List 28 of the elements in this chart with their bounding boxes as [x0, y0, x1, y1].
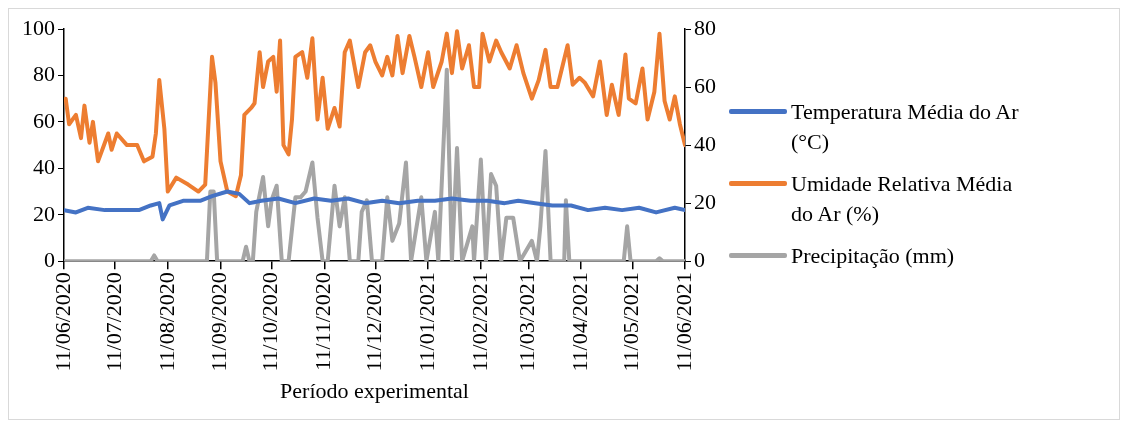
x-tick-label: 11/12/2020	[361, 272, 387, 372]
x-tick-label: 11/08/2020	[153, 272, 179, 372]
x-tick-label: 11/07/2020	[100, 272, 126, 372]
x-tick-label: 11/05/2021	[618, 272, 644, 372]
y2-tick-label: 60	[694, 72, 716, 98]
y2-tick-label: 0	[694, 246, 705, 272]
y-tick-label: 0	[44, 246, 55, 272]
x-tick-label: 11/03/2021	[514, 272, 540, 372]
legend-label: Temperatura Média do Ar (°C)	[791, 98, 1020, 156]
x-tick-label: 11/04/2021	[567, 272, 592, 372]
y2-tick-label: 20	[694, 188, 716, 214]
x-tick-label: 11/06/2020	[49, 272, 75, 372]
x-tick-label: 11/06/2021	[670, 272, 696, 372]
legend-label: Umidade Relativa Média do Ar (%)	[791, 170, 1014, 228]
x-tick-label: 11/10/2020	[257, 272, 283, 372]
x-tick-label: 11/02/2021	[466, 272, 492, 372]
y-tick-label: 100	[22, 14, 55, 40]
y-tick-label: 60	[33, 107, 55, 133]
y2-tick-label: 80	[694, 14, 716, 40]
y-tick-label: 20	[33, 200, 55, 226]
y-tick-label: 80	[33, 61, 55, 87]
x-tick-label: 11/09/2020	[206, 272, 232, 372]
legend-label: Precipitação (mm)	[791, 242, 956, 270]
x-tick-label: 11/11/2020	[310, 272, 336, 371]
y-tick-label: 40	[33, 154, 55, 180]
x-axis-title: Período experimental	[280, 377, 469, 403]
y2-tick-label: 40	[694, 130, 716, 156]
x-tick-label: 11/01/2021	[413, 272, 439, 372]
